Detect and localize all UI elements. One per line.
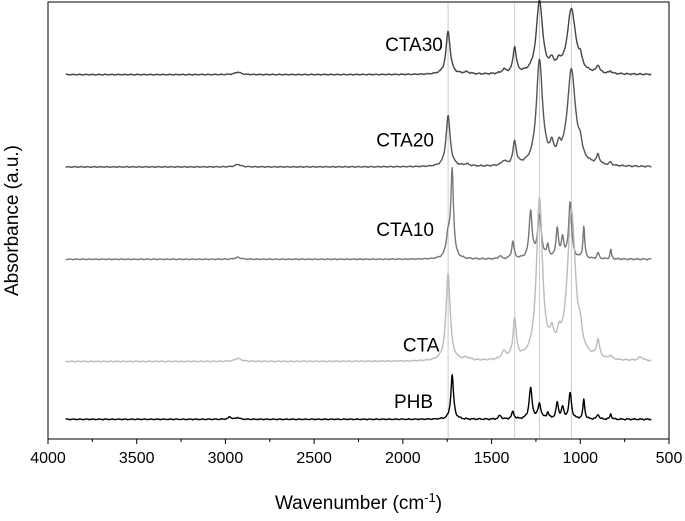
- x-tick-label: 500: [656, 450, 683, 467]
- x-axis-title-superscript: -1: [424, 490, 436, 505]
- x-axis-ticks: 4000 3500 3000 2500 2000 1500 1000 500: [30, 439, 682, 467]
- x-tick-label: 1000: [562, 450, 598, 467]
- series-line-cta: [65, 197, 652, 363]
- x-axis-title: Wavenumber (cm-1): [275, 490, 442, 515]
- series-line-cta10: [65, 167, 652, 261]
- plot-frame: [47, 1, 670, 440]
- series-labels: CTA30 CTA20 CTA10 CTA PHB: [376, 35, 443, 413]
- x-tick-label: 1500: [474, 450, 510, 467]
- series-line-cta20: [65, 58, 652, 169]
- x-axis-title-tail: ): [436, 493, 442, 514]
- spectra: [65, 0, 652, 421]
- x-tick-label: 4000: [30, 450, 66, 467]
- x-tick-label: 3500: [119, 450, 155, 467]
- series-line-cta30: [65, 0, 652, 76]
- series-label-cta20: CTA20: [376, 131, 434, 152]
- x-tick-label: 3000: [208, 450, 244, 467]
- x-axis-title-base: Wavenumber (cm: [275, 493, 424, 514]
- series-line-phb: [65, 374, 652, 421]
- series-label-phb: PHB: [394, 392, 433, 413]
- x-tick-label: 2000: [385, 450, 421, 467]
- series-label-cta30: CTA30: [385, 35, 443, 56]
- x-tick-label: 2500: [296, 450, 332, 467]
- series-label-cta: CTA: [403, 336, 440, 357]
- y-axis-title: Absorbance (a.u.): [2, 145, 23, 296]
- series-label-cta10: CTA10: [376, 220, 434, 241]
